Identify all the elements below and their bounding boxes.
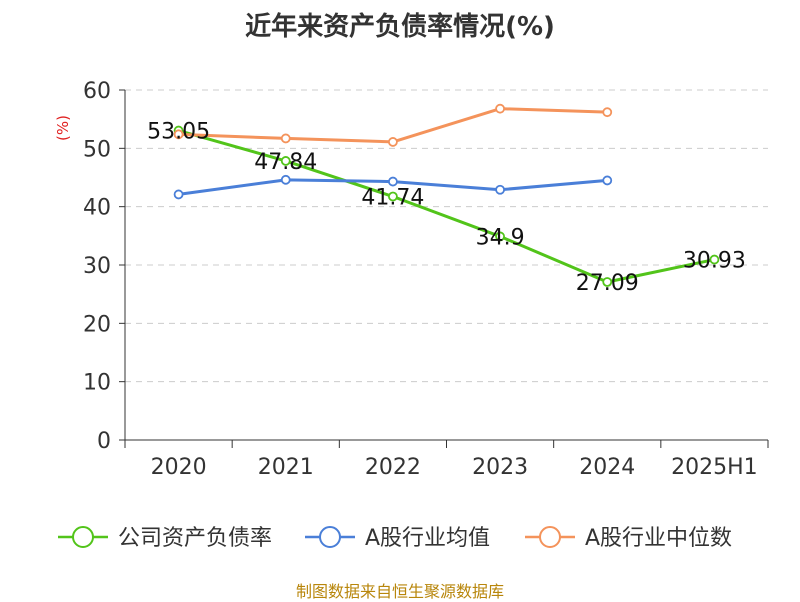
y-tick-label: 50 — [83, 137, 111, 162]
y-tick-label: 40 — [83, 196, 111, 221]
data-point — [602, 277, 613, 287]
y-tick-label: 20 — [83, 312, 111, 337]
data-point — [173, 129, 184, 140]
legend-label: A股行业中位数 — [585, 526, 732, 551]
legend: 公司资产负债率 A股行业均值 A股行业中位数 — [58, 526, 732, 551]
data-point — [388, 137, 398, 147]
data-label: 30.93 — [683, 249, 746, 274]
data-label: 34.9 — [476, 225, 525, 250]
data-label: 27.09 — [576, 271, 639, 296]
data-point — [602, 175, 613, 186]
x-tick-label: 2025H1 — [671, 455, 758, 480]
legend-label: 公司资产负债率 — [118, 526, 272, 551]
data-label: 53.05 — [147, 120, 210, 145]
data-point — [388, 176, 398, 187]
legend-marker — [539, 526, 561, 548]
data-label: 47.84 — [254, 150, 317, 175]
legend-marker — [319, 526, 341, 548]
x-tick-label: 2023 — [472, 455, 528, 480]
series-line-3 — [178, 107, 608, 144]
y-tick-label: 0 — [97, 429, 111, 454]
legend-marker — [72, 526, 94, 548]
axes: 0 10 20 30 40 50 60 (%) 2020 2021 2022 2023 2024 2025… — [54, 79, 769, 480]
source-note: 制图数据来自恒生聚源数据库 — [295, 582, 504, 601]
data-labels: 53.05 47.84 41.74 34.9 27.09 30.93 — [147, 120, 746, 296]
grid-lines — [125, 89, 768, 383]
data-point — [602, 107, 613, 118]
data-point — [173, 189, 184, 200]
data-point — [495, 184, 505, 195]
data-label: 41.74 — [361, 186, 424, 211]
y-tick-label: 60 — [83, 79, 111, 104]
x-tick-label: 2021 — [258, 455, 314, 480]
legend-label: A股行业均值 — [365, 526, 490, 551]
data-point — [280, 133, 291, 144]
data-point — [280, 174, 291, 185]
y-axis-unit-label: (%) — [54, 115, 72, 141]
series-line-1 — [178, 129, 715, 284]
x-tick-label: 2024 — [579, 455, 635, 480]
x-tick-label: 2022 — [365, 455, 421, 480]
data-point — [495, 103, 505, 114]
y-tick-label: 30 — [83, 254, 111, 279]
y-tick-label: 10 — [83, 371, 111, 396]
data-point — [388, 191, 398, 202]
x-tick-label: 2020 — [151, 455, 207, 480]
series-lines — [173, 103, 720, 287]
chart-title: 近年来资产负债率情况(%) — [245, 12, 555, 42]
data-point — [280, 156, 291, 166]
data-point — [709, 254, 720, 265]
data-point — [495, 231, 505, 242]
